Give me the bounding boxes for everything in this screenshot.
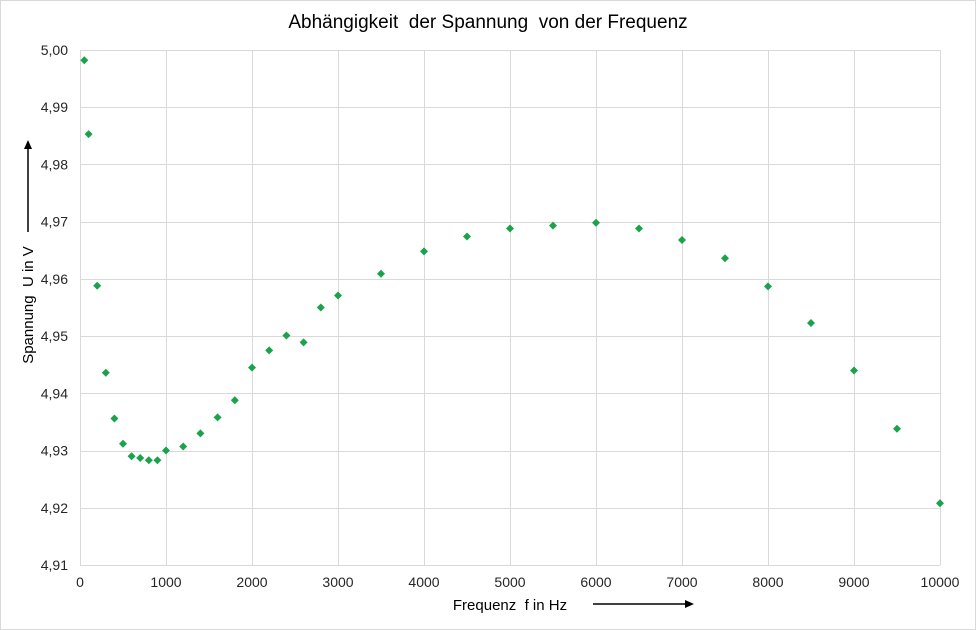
- data-point: [119, 439, 127, 448]
- data-point: [334, 291, 342, 300]
- y-axis-arrow: [24, 140, 32, 232]
- grid: [80, 50, 941, 566]
- data-point: [764, 282, 772, 291]
- data-point: [678, 235, 686, 244]
- data-point: [807, 318, 815, 327]
- data-point: [299, 338, 308, 347]
- x-tick-label: 9000: [838, 574, 869, 590]
- data-point: [592, 218, 600, 227]
- data-point: [80, 56, 89, 65]
- data-point: [127, 452, 136, 461]
- x-tick-label: 1000: [150, 574, 181, 590]
- x-tick-label: 6000: [580, 574, 611, 590]
- data-point: [463, 232, 471, 241]
- data-point: [196, 429, 205, 438]
- data-point: [893, 424, 901, 433]
- data-point: [721, 254, 729, 263]
- data-point: [282, 331, 291, 340]
- data-point: [179, 442, 188, 451]
- data-point: [162, 446, 170, 455]
- data-point: [265, 346, 274, 355]
- y-tick-label: 4,97: [41, 214, 68, 230]
- x-tick-label: 2000: [236, 574, 267, 590]
- x-tick-label: 7000: [666, 574, 697, 590]
- x-tick-label: 10000: [921, 574, 960, 590]
- y-tick-label: 4,91: [41, 557, 68, 573]
- data-point: [144, 456, 153, 465]
- y-tick-label: 4,93: [41, 443, 68, 459]
- y-tick-label: 4,92: [41, 500, 68, 516]
- y-tick-labels: 4,91 4,92 4,93 4,94 4,95 4,96 4,97 4,98 4,99 5,00: [41, 42, 68, 573]
- data-point: [936, 499, 944, 508]
- data-point: [506, 224, 514, 233]
- x-tick-label: 8000: [752, 574, 783, 590]
- data-point: [153, 456, 162, 465]
- data-point: [213, 413, 222, 422]
- data-point: [316, 303, 325, 312]
- data-point: [230, 396, 239, 405]
- data-point: [850, 366, 858, 375]
- y-tick-label: 4,99: [41, 99, 68, 115]
- y-tick-label: 4,94: [41, 385, 68, 401]
- x-tick-label: 0: [76, 574, 84, 590]
- y-tick-label: 4,96: [41, 271, 68, 287]
- y-tick-label: 4,98: [41, 156, 68, 172]
- data-point: [248, 363, 256, 372]
- data-point: [93, 281, 102, 290]
- data-point: [136, 453, 145, 462]
- data-point: [84, 130, 93, 139]
- data-point: [377, 269, 385, 278]
- x-axis-arrow: [593, 600, 694, 608]
- data-point: [110, 414, 119, 423]
- x-tick-label: 4000: [408, 574, 439, 590]
- y-tick-label: 5,00: [41, 42, 68, 58]
- x-tick-labels: 0 1000 2000 3000 4000 5000 6000 7000 8000 9000 100…: [76, 574, 960, 590]
- data-point: [101, 368, 110, 377]
- y-axis-title: Spannung U in V: [20, 246, 37, 364]
- data-points: [80, 56, 944, 508]
- x-tick-label: 5000: [494, 574, 525, 590]
- data-point: [549, 221, 557, 230]
- x-axis-title: Frequenz f in Hz: [453, 597, 567, 614]
- y-tick-label: 4,95: [41, 328, 68, 344]
- x-tick-label: 3000: [322, 574, 353, 590]
- data-point: [420, 247, 428, 256]
- data-point: [635, 224, 643, 233]
- chart-title: Abhängigkeit der Spannung von der Freque…: [288, 12, 688, 33]
